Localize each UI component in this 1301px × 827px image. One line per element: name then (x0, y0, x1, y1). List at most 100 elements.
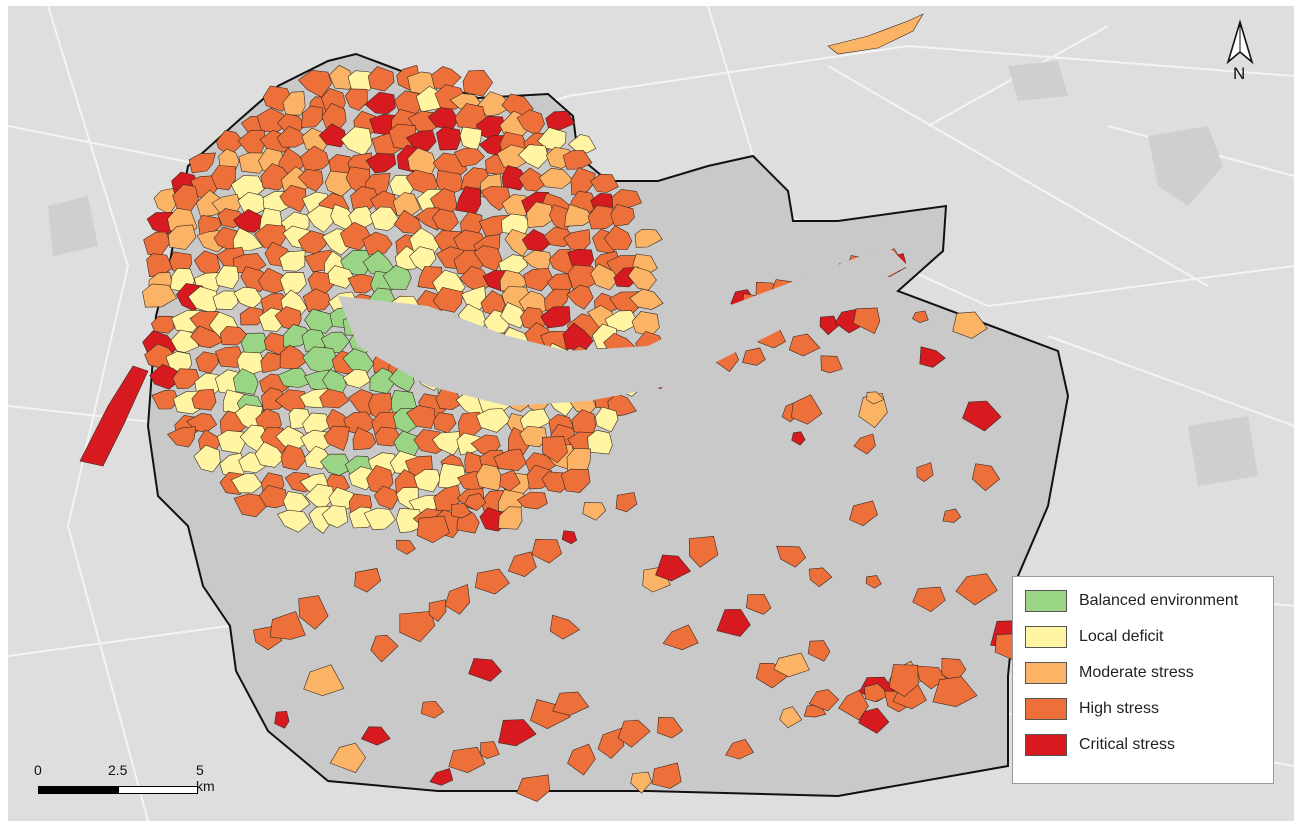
patch-high-stress (172, 368, 201, 390)
patch-critical-stress (149, 364, 184, 390)
patch-high-stress (742, 347, 766, 366)
patch-high-stress (570, 167, 596, 196)
patch-moderate-stress (590, 263, 620, 291)
patch-high-stress (587, 204, 619, 230)
patch-local-deficit (595, 406, 619, 433)
patch-moderate-stress (496, 144, 532, 168)
patch-high-stress (955, 573, 998, 606)
patch-local-deficit (321, 505, 349, 528)
patch-high-stress (150, 315, 175, 334)
patch-high-stress (396, 539, 416, 555)
river-corridor (338, 246, 908, 406)
patch-high-stress (523, 267, 554, 292)
patch-critical-stress (468, 658, 503, 682)
patch-high-stress (932, 676, 978, 708)
patch-high-stress (971, 463, 1000, 492)
patch-high-stress (611, 189, 643, 209)
patch-high-stress (808, 689, 840, 712)
patch-high-stress (167, 426, 197, 448)
patch-high-stress (888, 664, 919, 697)
patch-high-stress (219, 325, 250, 346)
patch-high-stress (474, 568, 510, 595)
patch-balanced-environment (232, 368, 259, 395)
patch-critical-stress (233, 209, 265, 233)
patch-high-stress (354, 568, 382, 593)
patch-high-stress (916, 462, 934, 482)
patch-local-deficit (431, 431, 461, 456)
patch-high-stress (567, 743, 596, 776)
patch-high-stress (820, 355, 843, 374)
legend-swatch (1025, 662, 1067, 684)
patch-high-stress (518, 167, 549, 192)
scale-segment-black (38, 786, 118, 794)
patch-local-deficit (413, 469, 441, 493)
map-frame[interactable] (8, 6, 1294, 821)
patch-local-deficit (212, 290, 239, 311)
patch-high-stress (276, 125, 311, 148)
patch-moderate-stress (498, 506, 523, 530)
patch-high-stress (319, 388, 350, 409)
patch-high-stress (210, 165, 236, 191)
patch-high-stress (912, 586, 946, 613)
patch-high-stress (863, 683, 891, 703)
patch-high-stress (464, 492, 487, 512)
patch-high-stress (516, 774, 551, 802)
patch-high-stress (190, 325, 225, 349)
patch-local-deficit (567, 134, 597, 154)
patch-local-deficit (279, 250, 306, 272)
patch-moderate-stress (142, 283, 178, 308)
patch-local-deficit (604, 310, 640, 332)
patch-local-deficit (215, 265, 240, 290)
legend-swatch (1025, 626, 1067, 648)
legend-item-moderate-stress: Moderate stress (1025, 661, 1194, 685)
patch-high-stress (453, 147, 486, 168)
patch-high-stress (603, 225, 633, 250)
patch-high-stress (301, 105, 323, 128)
patch-high-stress (414, 207, 443, 231)
patch-high-stress (444, 584, 471, 615)
patch-high-stress (610, 203, 635, 227)
patch-moderate-stress (634, 228, 663, 248)
patch-high-stress (448, 746, 486, 774)
patch-high-stress (788, 333, 821, 357)
patch-critical-stress (318, 123, 347, 148)
patch-moderate-stress (167, 224, 197, 250)
patch-critical-stress (364, 91, 396, 114)
patch-moderate-stress (582, 502, 607, 521)
patch-high-stress (662, 624, 699, 651)
patch-moderate-stress (952, 311, 988, 339)
patch-moderate-stress (779, 706, 803, 729)
legend: Balanced environment Local deficit Moderat… (1012, 576, 1274, 784)
patch-high-stress (746, 594, 772, 615)
scale-tick-mid: 2.5 (108, 762, 128, 778)
patch-high-stress (406, 405, 436, 429)
patch-critical-stress (405, 130, 437, 152)
patch-high-stress (350, 186, 380, 211)
patch-high-stress (451, 503, 472, 519)
map-canvas[interactable] (8, 6, 1294, 821)
patch-moderate-stress (153, 188, 179, 216)
legend-label: Moderate stress (1079, 664, 1194, 681)
legend-item-local-deficit: Local deficit (1025, 625, 1164, 649)
legend-label: Critical stress (1079, 736, 1176, 753)
patch-moderate-stress (564, 204, 594, 227)
patch-critical-stress (540, 306, 571, 329)
patch-high-stress (776, 545, 807, 568)
patch-high-stress (911, 310, 929, 324)
patch-high-stress (367, 66, 395, 92)
patch-moderate-stress (282, 91, 306, 116)
patch-high-stress (615, 492, 638, 513)
legend-swatch (1025, 734, 1067, 756)
patch-high-stress (651, 762, 682, 789)
patch-high-stress (549, 614, 581, 640)
patch-high-stress (516, 491, 548, 510)
patch-high-stress (852, 307, 881, 335)
legend-swatch (1025, 698, 1067, 720)
patch-high-stress (552, 691, 590, 716)
patch-moderate-stress (629, 288, 664, 310)
patch-local-deficit (279, 272, 307, 295)
patch-local-deficit (395, 507, 424, 534)
patch-high-stress (279, 184, 307, 213)
patch-high-stress (725, 739, 755, 760)
patch-local-deficit (342, 368, 371, 389)
